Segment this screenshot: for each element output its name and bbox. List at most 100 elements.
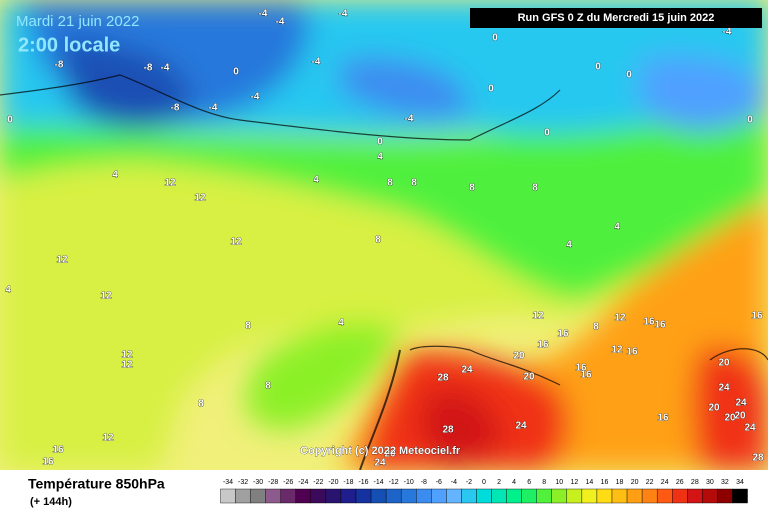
- contour-label: 28: [442, 425, 454, 436]
- contour-label: 28: [437, 373, 449, 384]
- scale-box: [476, 488, 492, 504]
- scale-label: 6: [527, 479, 531, 486]
- scale-box: [566, 488, 583, 504]
- contour-label: 0: [7, 115, 13, 126]
- scale-box: [370, 488, 387, 504]
- color-scale: -34 -32 -30 -28 -26 -24 -22 -20 -18 -16 -14 -12 -10-…: [220, 479, 748, 504]
- contour-label: 4: [112, 170, 118, 181]
- scale-label: -26: [283, 479, 293, 486]
- contour-label: 4: [313, 175, 319, 186]
- contour-label: -4: [723, 27, 732, 38]
- contour-label: 24: [718, 383, 730, 394]
- contour-label: 4: [377, 152, 383, 163]
- contour-label: 12: [121, 360, 133, 371]
- contour-label: -4: [276, 17, 285, 28]
- scale-box: [385, 488, 402, 504]
- contour-label: 16: [657, 413, 669, 424]
- scale-label: 26: [676, 479, 684, 486]
- contour-label: 12: [102, 433, 114, 444]
- contour-label: 8: [265, 381, 271, 392]
- scale-box: [325, 488, 342, 504]
- contour-label: 12: [100, 291, 112, 302]
- temperature-field: [0, 0, 768, 471]
- date: Mardi 21 juin 2022: [16, 13, 139, 30]
- scale-box: [702, 488, 718, 504]
- contour-label: 0: [377, 137, 383, 148]
- contour-label: 20: [724, 413, 736, 424]
- scale-label: -34: [223, 479, 233, 486]
- contour-label: 20: [523, 372, 535, 383]
- scale-box: [732, 488, 748, 504]
- local-time: 2:00 locale: [18, 34, 120, 56]
- contour-label: 16: [751, 311, 763, 322]
- scale-label: -20: [328, 479, 338, 486]
- contour-label: -4: [209, 103, 218, 114]
- scale-label: 10: [555, 479, 563, 486]
- contour-label: 12: [121, 350, 133, 361]
- contour-label: 12: [230, 237, 242, 248]
- scale-box: [551, 488, 568, 504]
- scale-box: [611, 488, 628, 504]
- scale-box: [431, 488, 447, 504]
- contour-label: -8: [55, 60, 64, 71]
- scale-label: 32: [721, 479, 729, 486]
- contour-label: 0: [233, 67, 239, 78]
- contour-label: -4: [251, 92, 260, 103]
- scale-box: [506, 488, 522, 504]
- scale-box: [581, 488, 598, 504]
- contour-label: 16: [654, 320, 666, 331]
- scale-label: 0: [482, 479, 486, 486]
- scale-box: [596, 488, 613, 504]
- scale-label: 16: [601, 479, 609, 486]
- contour-label: 16: [643, 317, 655, 328]
- scale-label: -8: [421, 479, 427, 486]
- scale-box: [461, 488, 477, 504]
- scale-label: -4: [451, 479, 457, 486]
- scale-label: 30: [706, 479, 714, 486]
- contour-label: 12: [194, 193, 206, 204]
- contour-label: 8: [532, 183, 538, 194]
- contour-label: 8: [387, 178, 393, 189]
- scale-box: [536, 488, 552, 504]
- scale-label: 2: [497, 479, 501, 486]
- contour-label: 20: [708, 403, 720, 414]
- contour-label: 24: [744, 423, 756, 434]
- scale-box: [340, 488, 357, 504]
- scale-box: [235, 488, 251, 504]
- contour-label: 16: [580, 370, 592, 381]
- scale-box: [446, 488, 462, 504]
- scale-label: -16: [358, 479, 368, 486]
- contour-label: 0: [492, 33, 498, 44]
- scale-box: [491, 488, 507, 504]
- scale-label: -22: [313, 479, 323, 486]
- scale-label: -28: [268, 479, 278, 486]
- scale-label: 28: [691, 479, 699, 486]
- scale-label: 4: [512, 479, 516, 486]
- contour-label: 0: [595, 62, 601, 73]
- scale-label: 14: [586, 479, 594, 486]
- scale-box: [355, 488, 372, 504]
- contour-labels: -4-4-4-8 -8 -4 0-4-4-8 -4-400000-40004412124…: [5, 8, 764, 469]
- scale-box: [717, 488, 733, 504]
- scale-label: -24: [298, 479, 308, 486]
- contour-label: 16: [52, 445, 64, 456]
- contour-label: 8: [245, 321, 251, 332]
- scale-label: -10: [404, 479, 414, 486]
- footer-title: Température 850hPa: [28, 476, 165, 492]
- contour-label: -4: [339, 9, 348, 20]
- scale-box: [687, 488, 703, 504]
- contour-label: -8: [144, 63, 153, 74]
- scale-label: 20: [631, 479, 639, 486]
- contour-label: -4: [259, 9, 268, 20]
- scale-box: [416, 488, 432, 504]
- scale-label: -14: [374, 479, 384, 486]
- scale-label: 12: [570, 479, 578, 486]
- contour-label: 12: [164, 178, 176, 189]
- contour-label: -4: [161, 63, 170, 74]
- contour-label: 4: [5, 285, 11, 296]
- scale-box: [656, 488, 673, 504]
- contour-label: 0: [488, 84, 494, 95]
- scale-box: [672, 488, 688, 504]
- contour-label: 16: [42, 457, 54, 468]
